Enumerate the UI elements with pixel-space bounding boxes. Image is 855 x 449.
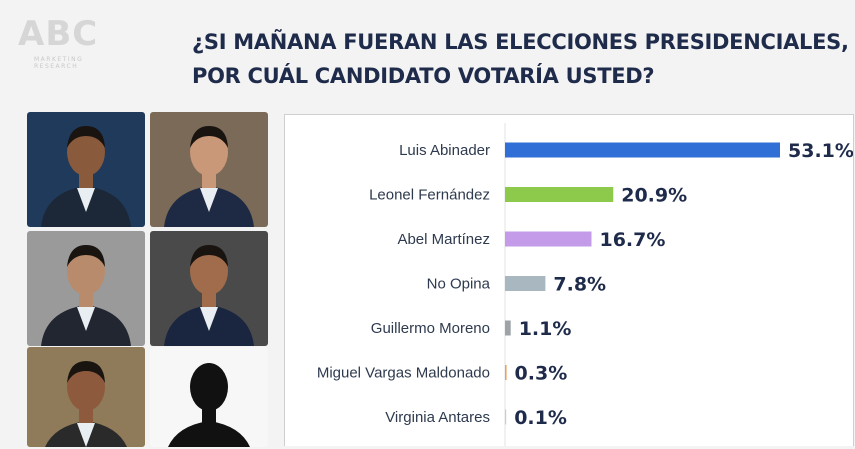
portrait-hair	[67, 245, 105, 267]
category-label: Miguel Vargas Maldonado	[317, 365, 490, 382]
bar	[505, 409, 507, 425]
value-label: 16.7%	[599, 229, 665, 251]
candidate-photo-1	[27, 112, 145, 227]
page-title: ¿SI MAÑANA FUERAN LAS ELECCIONES PRESIDE…	[192, 25, 849, 93]
portrait-shirt	[77, 423, 95, 447]
logo-subtitle: MARKETING RESEARCH	[34, 56, 83, 70]
portrait-shirt	[200, 307, 218, 331]
title-line-1: ¿SI MAÑANA FUERAN LAS ELECCIONES PRESIDE…	[192, 30, 849, 54]
value-label: 20.9%	[621, 185, 687, 207]
bar	[505, 320, 511, 336]
title-line-2: POR CUÁL CANDIDATO VOTARÍA USTED?	[192, 64, 655, 88]
portrait-shirt	[77, 307, 95, 331]
logo-subtitle-line-2: RESEARCH	[34, 63, 79, 70]
candidate-photo-5	[27, 347, 145, 447]
silhouette-icon	[150, 347, 268, 447]
portrait-shirt	[77, 188, 95, 212]
portrait-head	[67, 363, 105, 411]
value-label: 7.8%	[553, 274, 606, 296]
portrait-head	[67, 128, 105, 176]
bar	[505, 276, 546, 291]
bar	[505, 187, 614, 202]
chart-panel: Luis Abinader 53.1% Leonel Fernández 20.9% A…	[284, 114, 854, 446]
portrait-body	[168, 421, 250, 447]
portrait-hair	[67, 126, 105, 148]
value-label: 0.1%	[514, 407, 567, 429]
category-label: Abel Martínez	[397, 231, 490, 248]
portrait-shirt	[200, 188, 218, 212]
candidate-photo-2	[150, 112, 268, 227]
portrait-head	[190, 247, 228, 295]
portrait-head	[190, 128, 228, 176]
category-label: Guillermo Moreno	[371, 320, 490, 337]
portrait-hair	[190, 126, 228, 148]
abc-logo: ABC MARKETING RESEARCH	[18, 14, 118, 74]
portrait-head	[190, 363, 228, 411]
category-label: Leonel Fernández	[369, 187, 490, 204]
value-label: 1.1%	[519, 318, 572, 340]
logo-subtitle-line-1: MARKETING	[34, 56, 84, 63]
bar	[505, 142, 780, 158]
portrait-hair	[67, 361, 105, 383]
value-label: 53.1%	[788, 140, 853, 162]
portrait-hair	[190, 245, 228, 267]
candidate-photo-4	[150, 231, 268, 346]
bar-chart: Luis Abinader 53.1% Leonel Fernández 20.9% A…	[317, 123, 853, 446]
candidate-photo-3	[27, 231, 145, 346]
value-label: 0.3%	[515, 363, 568, 385]
bar	[505, 365, 507, 380]
portrait-head	[67, 247, 105, 295]
bar	[505, 231, 592, 247]
logo-text: ABC	[18, 14, 99, 54]
category-label: No Opina	[427, 276, 491, 293]
category-label: Luis Abinader	[399, 142, 490, 159]
category-label: Virginia Antares	[385, 409, 490, 426]
